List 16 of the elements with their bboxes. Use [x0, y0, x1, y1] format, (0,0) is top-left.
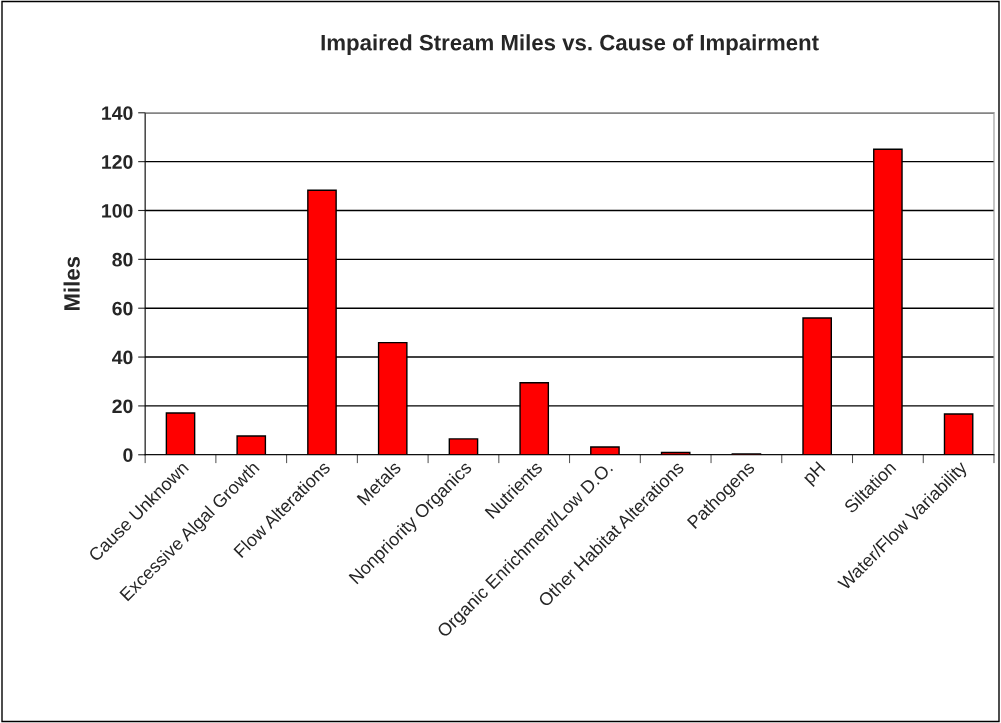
- y-tick-label: 140: [102, 106, 133, 121]
- y-tick-label: 60: [112, 301, 133, 316]
- chart-title: Impaired Stream Miles vs. Cause of Impairment: [321, 34, 819, 55]
- y-tick-label: 80: [112, 252, 133, 267]
- bar: [165, 412, 196, 455]
- bar: [236, 435, 267, 455]
- y-tick-label: 100: [102, 203, 133, 218]
- bar: [448, 438, 479, 455]
- y-tick-label: 40: [112, 350, 133, 365]
- y-tick-label: 0: [123, 448, 133, 462]
- bar: [943, 413, 974, 455]
- x-tick-label: pH: [802, 461, 829, 488]
- y-tick-label: 120: [102, 155, 133, 169]
- y-tick-label: 20: [112, 399, 133, 414]
- bar: [590, 446, 620, 455]
- y-axis-title: Miles: [63, 256, 80, 311]
